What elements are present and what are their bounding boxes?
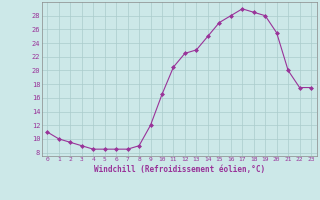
X-axis label: Windchill (Refroidissement éolien,°C): Windchill (Refroidissement éolien,°C) bbox=[94, 165, 265, 174]
